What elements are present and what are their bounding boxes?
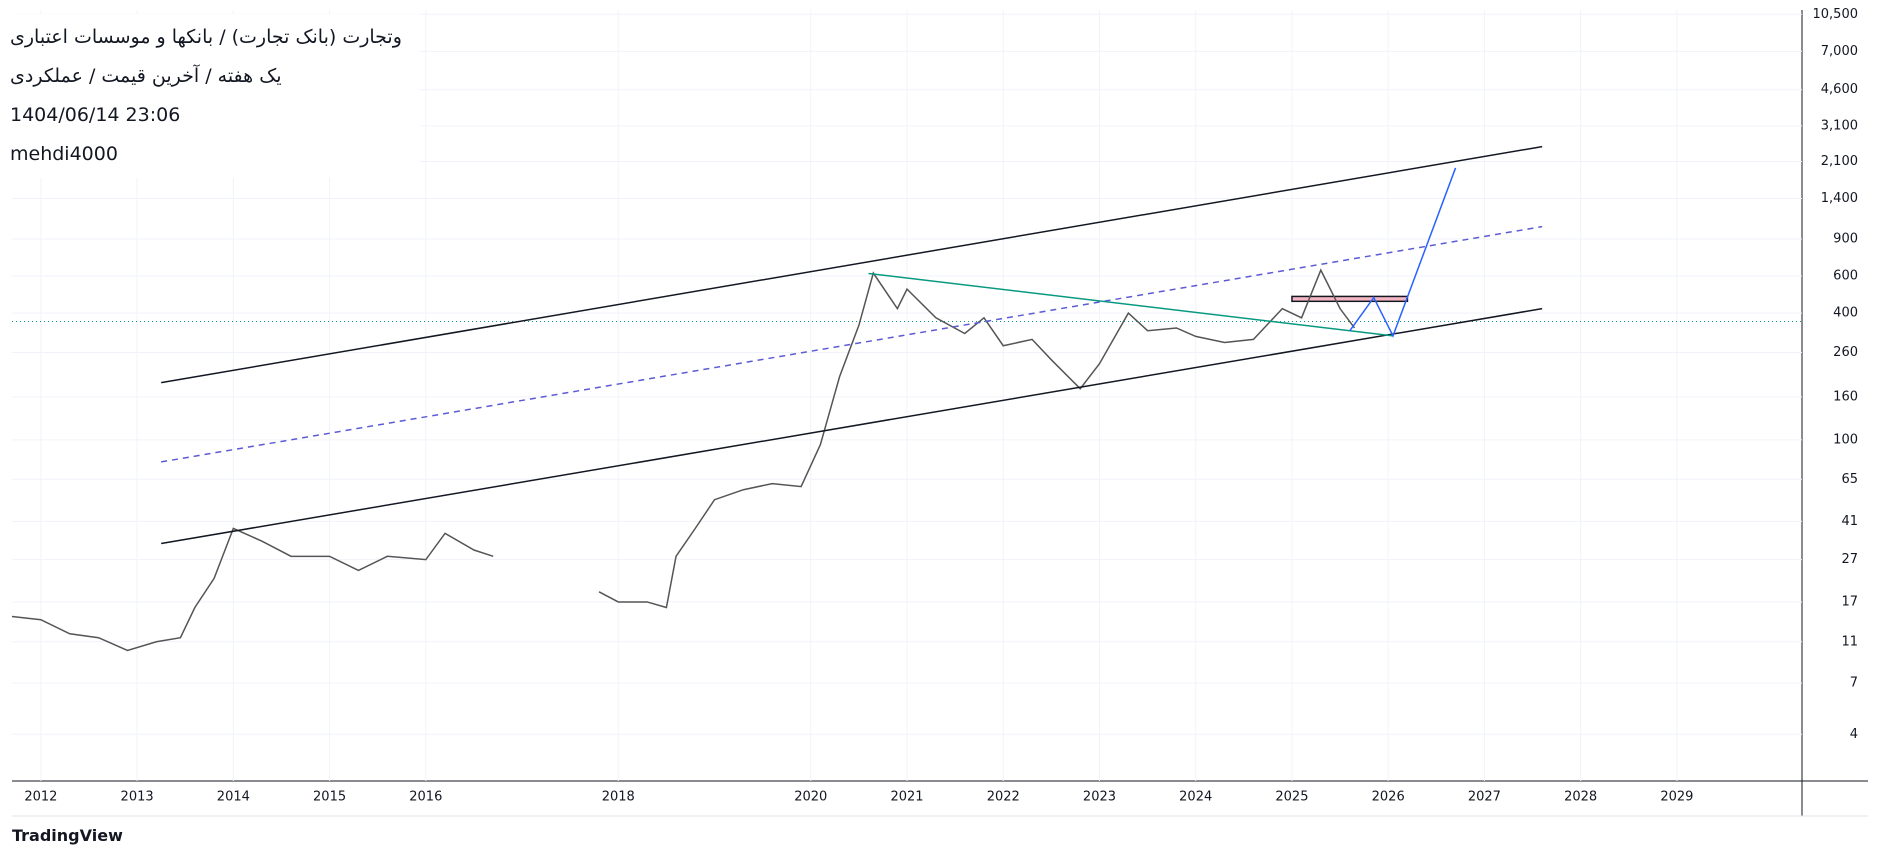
drawing bbox=[1349, 167, 1457, 338]
x-tick-label: 2020 bbox=[794, 790, 827, 805]
x-tick-label: 2028 bbox=[1564, 790, 1597, 805]
timestamp: 1404/06/14 23:06 bbox=[10, 104, 181, 126]
y-tick-label: 10,500 bbox=[1813, 7, 1859, 22]
y-tick-label: 1,400 bbox=[1821, 191, 1858, 206]
x-tick-label: 2022 bbox=[987, 790, 1020, 805]
x-tick-label: 2029 bbox=[1660, 790, 1693, 805]
y-tick-label: 260 bbox=[1833, 345, 1858, 360]
y-tick-label: 4 bbox=[1850, 727, 1858, 742]
y-tick-label: 27 bbox=[1841, 552, 1858, 567]
x-tick-label: 2018 bbox=[602, 790, 635, 805]
y-tick-label: 11 bbox=[1841, 634, 1858, 649]
y-tick-label: 100 bbox=[1833, 432, 1858, 447]
y-tick-label: 7,000 bbox=[1821, 44, 1858, 59]
x-tick-label: 2023 bbox=[1083, 790, 1116, 805]
x-tick-label: 2024 bbox=[1179, 790, 1212, 805]
x-tick-label: 2015 bbox=[313, 790, 346, 805]
subtitle: یک هفته / آخرین قیمت / عملکردی bbox=[10, 65, 282, 87]
y-tick-label: 4,600 bbox=[1821, 82, 1858, 97]
drawing bbox=[161, 225, 1543, 463]
x-tick-label: 2016 bbox=[409, 790, 442, 805]
y-tick-label: 160 bbox=[1833, 389, 1858, 404]
price-line bbox=[11, 268, 1356, 652]
drawing bbox=[161, 145, 1543, 384]
y-tick-label: 7 bbox=[1850, 676, 1858, 691]
y-tick-label: 41 bbox=[1841, 514, 1858, 529]
x-tick-label: 2012 bbox=[24, 790, 57, 805]
logo: TradingView bbox=[12, 826, 123, 845]
drawing bbox=[161, 307, 1543, 545]
x-tick-label: 2026 bbox=[1372, 790, 1405, 805]
drawing bbox=[868, 272, 1394, 337]
y-tick-label: 3,100 bbox=[1821, 118, 1858, 133]
x-tick-label: 2027 bbox=[1468, 790, 1501, 805]
y-tick-label: 65 bbox=[1841, 472, 1858, 487]
y-tick-label: 600 bbox=[1833, 269, 1858, 284]
x-tick-label: 2021 bbox=[890, 790, 923, 805]
author: mehdi4000 bbox=[10, 143, 118, 165]
y-tick-label: 2,100 bbox=[1821, 154, 1858, 169]
y-tick-label: 17 bbox=[1841, 594, 1858, 609]
x-tick-label: 2025 bbox=[1275, 790, 1308, 805]
x-tick-label: 2013 bbox=[121, 790, 154, 805]
y-tick-label: 400 bbox=[1833, 306, 1858, 321]
x-tick-label: 2014 bbox=[217, 790, 250, 805]
title: وتجارت (بانک تجارت) / بانکها و موسسات اع… bbox=[10, 26, 402, 48]
legend-box: وتجارت (بانک تجارت) / بانکها و موسسات اع… bbox=[0, 14, 420, 178]
y-tick-label: 900 bbox=[1833, 231, 1858, 246]
